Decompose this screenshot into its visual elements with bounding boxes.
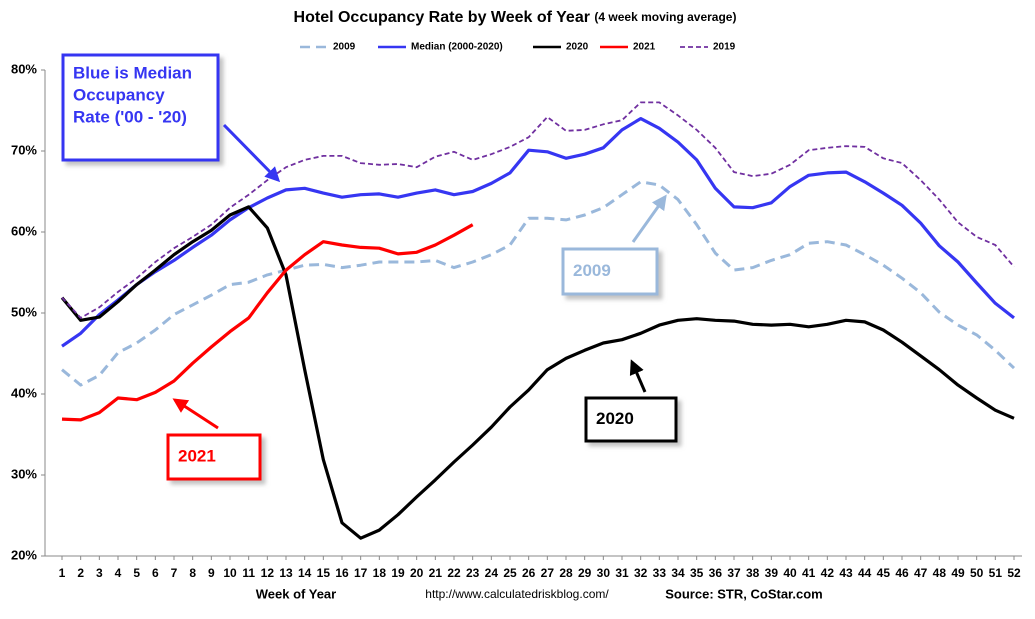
x-tick-label: 17	[354, 566, 368, 580]
x-tick-label: 5	[133, 566, 140, 580]
annotation-box	[584, 396, 678, 443]
x-tick-label: 35	[690, 566, 704, 580]
x-tick-label: 18	[373, 566, 387, 580]
x-tick-label: 2	[77, 566, 84, 580]
x-tick-label: 44	[858, 566, 872, 580]
series-line	[60, 205, 1015, 540]
y-tick-label: 30%	[11, 466, 37, 481]
x-tick-label: 7	[171, 566, 178, 580]
x-tick-label: 28	[559, 566, 573, 580]
x-tick-label: 41	[802, 566, 816, 580]
y-tick-label: 20%	[11, 547, 37, 562]
x-tick-label: 43	[839, 566, 853, 580]
x-tick-label: 12	[261, 566, 275, 580]
x-tick-label: 8	[189, 566, 196, 580]
x-tick-label: 33	[653, 566, 667, 580]
title: Hotel Occupancy Rate by Week of Year	[294, 9, 590, 26]
x-tick-label: 21	[429, 566, 443, 580]
x-tick-label: 3	[96, 566, 103, 580]
annotation-arrow	[172, 398, 219, 430]
x-tick-label: 23	[466, 566, 480, 580]
x-tick-label: 25	[503, 566, 517, 580]
y-tick-label: 80%	[11, 61, 37, 76]
x-tick-label: 37	[727, 566, 741, 580]
series-line	[61, 117, 1015, 348]
subtitle: (4 week moving average)	[594, 10, 736, 24]
annotation-text: Rate ('00 - '20)	[73, 107, 187, 126]
legend-label: Median (2000-2020)	[411, 42, 503, 53]
x-tick-label: 39	[765, 566, 779, 580]
x-tick-label: 10	[223, 566, 237, 580]
x-tick-label: 11	[242, 566, 255, 580]
annotation-arrow	[629, 359, 647, 393]
x-tick-label: 50	[970, 566, 984, 580]
x-tick-label: 22	[447, 566, 461, 580]
x-tick-label: 29	[578, 566, 592, 580]
legend-label: 2021	[633, 42, 656, 53]
series-line	[61, 223, 474, 422]
x-tick-label: 24	[485, 566, 499, 580]
y-tick-label: 50%	[11, 304, 37, 319]
x-tick-label: 51	[989, 566, 1003, 580]
x-tick-label: 14	[298, 566, 312, 580]
annotation-text: 2021	[178, 446, 216, 465]
x-tick-label: 34	[671, 566, 685, 580]
legend-label: 2020	[566, 42, 589, 53]
x-tick-label: 32	[634, 566, 648, 580]
x-tick-label: 36	[709, 566, 723, 580]
x-tick-label: 1	[59, 566, 66, 580]
annotation-text: 2020	[596, 409, 634, 428]
annotation-box	[561, 247, 659, 296]
x-tick-label: 42	[821, 566, 835, 580]
annotation-text: Blue is Median	[73, 63, 192, 82]
chart-title: Hotel Occupancy Rate by Week of Year (4 …	[294, 9, 737, 26]
annotation-text: Occupancy	[73, 85, 165, 104]
x-tick-label: 52	[1007, 566, 1021, 580]
x-tick-label: 15	[317, 566, 331, 580]
legend-label: 2019	[713, 42, 736, 53]
source: Source: STR, CoStar.com	[665, 586, 822, 601]
annotation-box	[61, 53, 220, 162]
x-tick-label: 9	[208, 566, 215, 580]
x-tick-label: 27	[541, 566, 555, 580]
x-tick-label: 4	[115, 566, 122, 580]
x-tick-label: 40	[783, 566, 797, 580]
x-tick-label: 49	[951, 566, 965, 580]
x-tick-label: 47	[914, 566, 928, 580]
x-tick-label: 46	[895, 566, 909, 580]
y-tick-label: 60%	[11, 223, 37, 238]
x-tick-label: 20	[410, 566, 424, 580]
legend-label: 2009	[333, 42, 356, 53]
annotation-arrow	[631, 194, 667, 243]
x-tick-label: 16	[335, 566, 349, 580]
x-tick-label: 26	[522, 566, 536, 580]
x-axis-label: Week of Year	[256, 586, 336, 601]
annotation-box	[166, 433, 262, 481]
series-line	[61, 101, 1015, 319]
x-tick-label: 31	[615, 566, 629, 580]
x-tick-label: 19	[391, 566, 405, 580]
series-line	[61, 180, 1016, 387]
x-tick-label: 38	[746, 566, 760, 580]
x-tick-label: 45	[877, 566, 891, 580]
annotation-text: 2009	[573, 261, 611, 280]
x-tick-label: 6	[152, 566, 159, 580]
annotation-arrow	[222, 123, 281, 183]
x-tick-label: 30	[597, 566, 611, 580]
x-tick-label: 13	[279, 566, 293, 580]
y-tick-label: 70%	[11, 142, 37, 157]
y-tick-label: 40%	[11, 385, 37, 400]
source-url: http://www.calculatedriskblog.com/	[425, 587, 609, 601]
x-tick-label: 48	[933, 566, 947, 580]
